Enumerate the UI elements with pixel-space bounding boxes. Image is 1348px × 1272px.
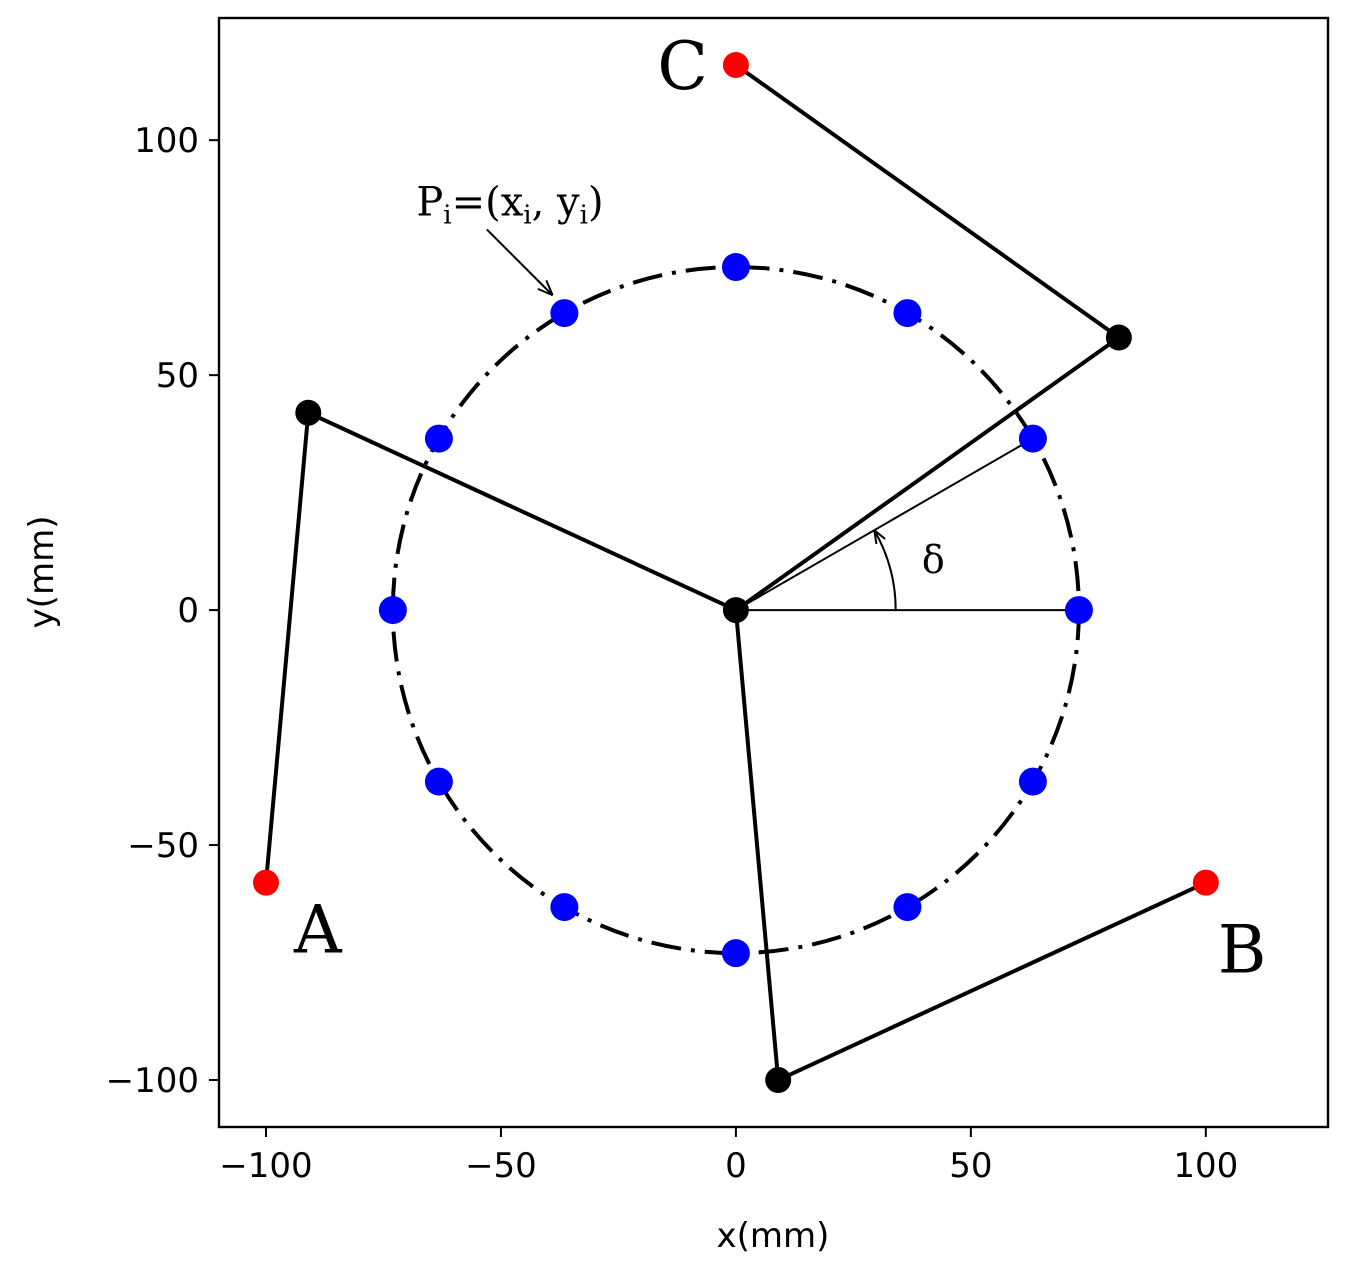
leg-b-base — [1192, 869, 1219, 896]
x-tick-label: −100 — [219, 1146, 312, 1186]
y-tick-label: −50 — [127, 826, 199, 866]
angle-rotated-ray — [735, 437, 1034, 611]
circle-point-2 — [893, 299, 922, 328]
point-label-subscript: i — [580, 200, 588, 230]
point-label-subscript: i — [443, 200, 451, 230]
point-label-text: , y — [532, 179, 580, 225]
x-tick-label: 100 — [1173, 1146, 1238, 1186]
circle-point-6 — [378, 596, 407, 625]
circle-point-4 — [550, 299, 579, 328]
circle-point-1 — [1018, 424, 1047, 453]
x-tick-label: 0 — [725, 1146, 747, 1186]
circle-point-8 — [550, 893, 579, 922]
x-tick-label: −50 — [465, 1146, 537, 1186]
x-tick-label: 50 — [949, 1146, 992, 1186]
circle-point-11 — [1018, 767, 1047, 796]
leg-b-lower-link — [776, 880, 1208, 1083]
circle-point-10 — [893, 893, 922, 922]
x-axis-label: x(mm) — [717, 1216, 830, 1256]
y-axis-label: y(mm) — [22, 516, 62, 629]
plot-area — [219, 18, 1328, 1127]
angle-arc-arrowhead — [873, 529, 886, 545]
circle-point-3 — [721, 253, 750, 282]
leg-a-lower-link — [263, 410, 311, 885]
angle-label: δ — [922, 538, 945, 582]
leg-c-upper-link — [733, 335, 1121, 613]
leg-a-label: A — [293, 892, 343, 969]
circle-point-0 — [1064, 596, 1093, 625]
point-label-arrowhead — [537, 280, 554, 297]
plot-frame — [217, 16, 1330, 1129]
leg-a-base — [252, 869, 279, 896]
point-label-text: P — [416, 179, 443, 225]
point-label-text: ) — [588, 179, 604, 225]
circle-point-5 — [424, 424, 453, 453]
circle-point-7 — [424, 767, 453, 796]
circle-point-9 — [721, 939, 750, 968]
leg-c-joint — [1105, 324, 1132, 351]
leg-a-joint — [295, 399, 322, 426]
leg-b-joint — [765, 1067, 792, 1094]
point-label-subscript: i — [523, 200, 531, 230]
leg-b-label: B — [1218, 912, 1267, 989]
leg-c-base — [722, 51, 749, 78]
leg-b-upper-link — [733, 608, 781, 1083]
leg-c-lower-link — [733, 62, 1121, 340]
leg-c-label: C — [657, 28, 708, 105]
center-point — [722, 597, 749, 624]
y-tick-label: 100 — [134, 121, 199, 161]
y-tick-label: −100 — [106, 1061, 199, 1101]
leg-a-upper-link — [306, 410, 738, 613]
y-tick-label: 0 — [177, 591, 199, 631]
angle-arc — [873, 529, 897, 611]
y-tick-label: 50 — [156, 356, 199, 396]
point-label: Pi=(xi, yi) — [416, 179, 603, 230]
point-label-text: =(x — [452, 179, 524, 225]
point-label-arrow — [486, 228, 554, 296]
